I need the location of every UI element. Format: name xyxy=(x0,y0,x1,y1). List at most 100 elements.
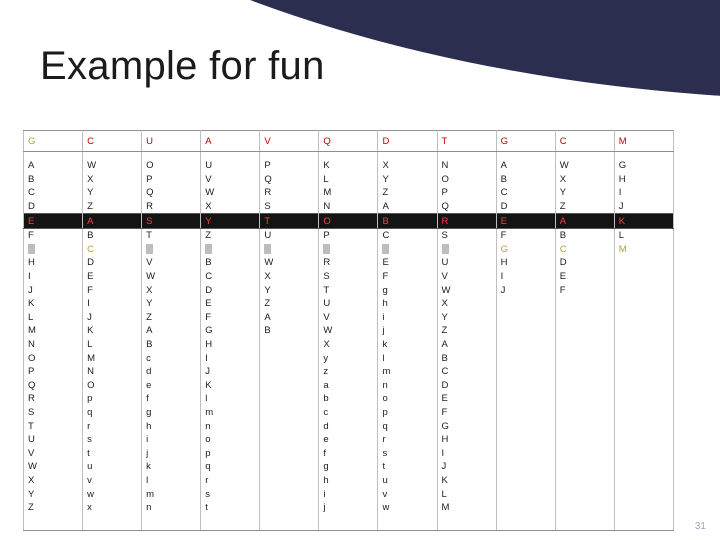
grid-cell xyxy=(495,392,556,406)
grid-cell: K xyxy=(82,324,143,338)
grid-cell: C xyxy=(495,186,556,200)
blank-marker xyxy=(382,244,390,255)
grid-cell: F xyxy=(377,269,438,284)
grid-cell xyxy=(613,405,675,420)
grid-cell: v xyxy=(377,487,438,501)
grid-cell: i xyxy=(377,310,438,325)
grid-cell: j xyxy=(377,324,438,338)
grid-cell xyxy=(495,419,556,433)
grid-cell: p xyxy=(377,405,438,420)
grid-cell: B xyxy=(554,228,615,243)
grid-cell: N xyxy=(22,337,84,352)
grid-cell: U xyxy=(318,296,379,311)
grid-cell xyxy=(495,378,556,393)
grid-cell: r xyxy=(82,419,143,433)
page-number: 31 xyxy=(694,521,706,532)
grid-cell: S xyxy=(22,405,84,420)
slide-title: Example for fun xyxy=(40,44,325,88)
grid-cell: O xyxy=(436,172,497,187)
grid-cell: I xyxy=(613,186,675,200)
grid-cell: U xyxy=(200,159,261,173)
grid-cell: w xyxy=(82,487,143,501)
grid-cell: B xyxy=(259,324,320,338)
grid-cell: q xyxy=(200,460,261,474)
grid-cell: S xyxy=(318,269,379,284)
grid-cell xyxy=(495,446,556,461)
grid-cell: W xyxy=(259,256,320,270)
grid-cell: D xyxy=(436,378,497,393)
grid-cell: m xyxy=(141,487,202,501)
grid-cell: P xyxy=(318,228,379,243)
grid-cell: W xyxy=(318,324,379,338)
grid-cell: X xyxy=(141,283,202,297)
grid-cell xyxy=(613,487,675,501)
grid-cell xyxy=(259,514,320,532)
grid-cell: Z xyxy=(436,324,497,338)
grid-cell: t xyxy=(200,500,261,515)
grid-cell: j xyxy=(318,500,379,515)
grid-cell: i xyxy=(141,432,202,447)
grid-cell: f xyxy=(318,446,379,461)
grid-cell xyxy=(318,151,379,159)
grid-cell xyxy=(554,337,615,352)
grid-cell: t xyxy=(82,446,143,461)
grid-cell: W xyxy=(141,269,202,284)
grid-cell: F xyxy=(22,228,84,243)
grid-cell: s xyxy=(377,446,438,461)
grid-cell xyxy=(554,364,615,379)
grid-cell xyxy=(200,514,261,532)
grid-cell: c xyxy=(141,351,202,365)
grid-cell: N xyxy=(318,199,379,214)
grid-cell: A xyxy=(436,337,497,352)
grid-cell xyxy=(613,392,675,406)
grid-cell: W xyxy=(200,186,261,200)
grid-cell xyxy=(495,296,556,311)
grid-cell: F xyxy=(554,283,615,297)
grid-cell xyxy=(22,151,84,159)
grid-cell: J xyxy=(436,460,497,474)
grid-cell: W xyxy=(82,159,143,173)
grid-cell xyxy=(495,487,556,501)
grid-cell: p xyxy=(200,446,261,461)
grid-cell xyxy=(495,473,556,488)
grid-cell: z xyxy=(318,364,379,379)
grid-cell xyxy=(554,460,615,474)
grid-cell: d xyxy=(141,364,202,379)
grid-cell: Q xyxy=(22,378,84,393)
grid-cell xyxy=(436,151,497,159)
grid-cell xyxy=(613,432,675,447)
grid-cell xyxy=(82,514,143,532)
grid-cell xyxy=(141,242,202,257)
grid-cell: L xyxy=(82,337,143,352)
grid-cell: h xyxy=(318,473,379,488)
grid-cell: u xyxy=(377,473,438,488)
grid-cell: a xyxy=(318,378,379,393)
grid-cell xyxy=(259,405,320,420)
spacer-row xyxy=(22,151,675,159)
grid-cell: X xyxy=(22,473,84,488)
grid-cell: R xyxy=(259,186,320,200)
grid-cell xyxy=(613,296,675,311)
grid-cell: R xyxy=(436,213,497,229)
grid-cell: A xyxy=(141,324,202,338)
grid-cell xyxy=(554,500,615,515)
grid-cell: E xyxy=(495,213,556,229)
grid-cell: E xyxy=(377,256,438,270)
grid-cell xyxy=(377,242,438,257)
grid-cell: O xyxy=(82,378,143,393)
grid-cell: I xyxy=(22,269,84,284)
grid-cell: P xyxy=(22,364,84,379)
grid-cell xyxy=(495,337,556,352)
grid-cell: E xyxy=(436,392,497,406)
grid-cell xyxy=(554,514,615,532)
grid-cell: T xyxy=(436,130,497,152)
grid-cell xyxy=(200,151,261,159)
